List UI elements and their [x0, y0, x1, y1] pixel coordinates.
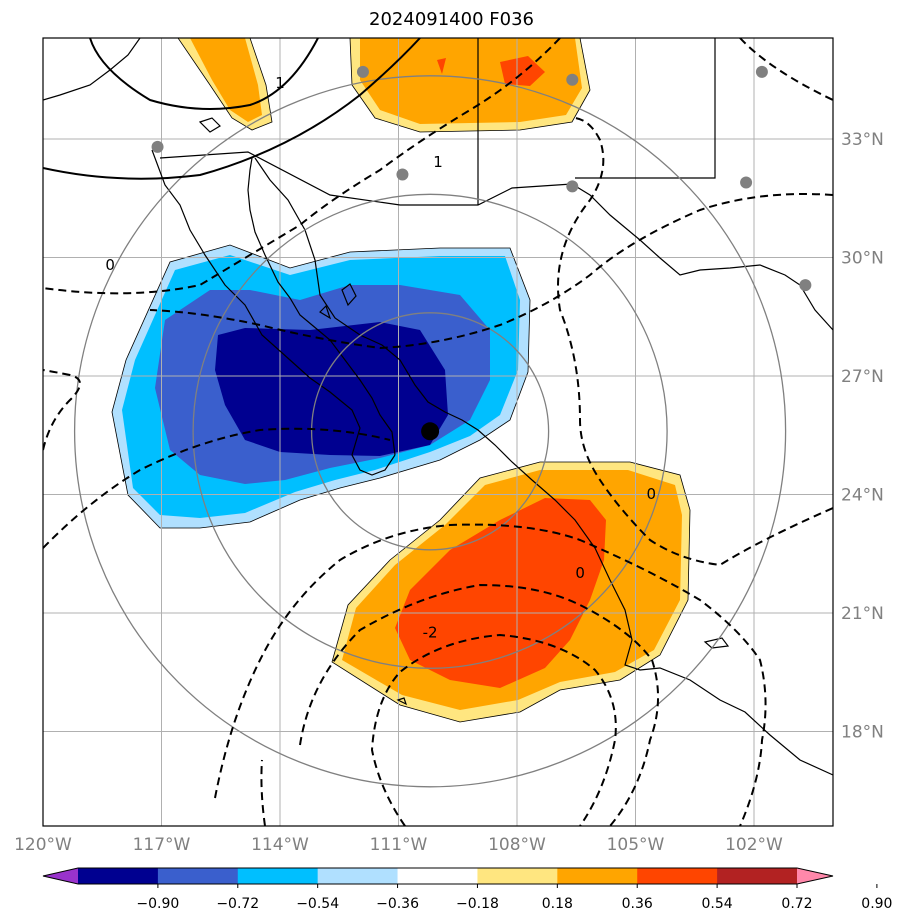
contour-dash-8 [299, 583, 659, 826]
colorbar-tick-label: −0.18 [456, 896, 499, 912]
contour-dash-4 [43, 369, 81, 451]
lat-tick-label: 33°N [841, 130, 884, 150]
contour-dash-5 [43, 427, 391, 549]
contour-label: 1 [275, 74, 285, 92]
fill-pos-se-inner [395, 498, 606, 688]
colorbar-tick-label: −0.90 [136, 896, 179, 912]
contour-solid-1 [43, 38, 421, 180]
lat-tick-labels: 33°N 30°N 27°N 24°N 21°N 18°N [841, 130, 884, 743]
colorbar-extend-low [43, 868, 78, 884]
lat-tick-label: 30°N [841, 249, 884, 269]
contour-dash-2 [739, 38, 833, 101]
station-marker [740, 176, 753, 189]
colorbar-tick-label: 0.36 [622, 896, 653, 912]
contour-dash-10 [260, 759, 266, 826]
lon-tick-labels: 120°W 117°W 114°W 111°W 108°W 105°W 102°W [14, 835, 783, 855]
range-ring [310, 312, 550, 551]
colorbar-tick-label: −0.36 [376, 896, 419, 912]
colorbar-segment [717, 868, 798, 884]
lon-tick-label: 114°W [251, 835, 309, 855]
station-marker [151, 140, 164, 153]
lon-tick-label: 108°W [488, 835, 546, 855]
contour-solid-2 [89, 38, 319, 110]
lon-tick-label: 117°W [133, 835, 191, 855]
fill-pos-n-inner2 [437, 58, 446, 74]
lat-tick-label: 21°N [841, 604, 884, 624]
map-frame [42, 37, 834, 827]
contour-label: 0 [105, 256, 115, 274]
contour-dash-6 [557, 117, 833, 567]
contour-label: -2 [423, 623, 438, 641]
station-marker [396, 168, 409, 181]
station-marker [755, 65, 768, 78]
state-border-2 [575, 38, 716, 179]
fill-pos-n-mid [360, 38, 582, 124]
colorbar-segment [157, 868, 239, 884]
colorbar-tick-label: 0.90 [861, 896, 892, 912]
baja-east-coast [247, 157, 396, 456]
colorbar-segment [557, 868, 638, 884]
colorbar-tick-labels: −0.90 −0.72 −0.54 −0.36 −0.18 0.18 0.36 0.54 0.7… [136, 884, 892, 912]
colorbar-segment [78, 868, 159, 884]
range-rings [73, 75, 787, 788]
contour-dash-3 [149, 193, 833, 350]
colorbar-segment [637, 868, 718, 884]
colorbar-segment [397, 868, 478, 884]
lat-tick-label: 27°N [841, 367, 884, 387]
fill-pos-n-inner [500, 56, 545, 86]
contours [43, 38, 833, 826]
contour-label: 0 [647, 485, 657, 503]
colorbar-tick-label: −0.72 [216, 896, 259, 912]
colorbar-tick-label: 0.72 [781, 896, 812, 912]
contour-dash-1 [43, 38, 561, 295]
lat-tick-label: 18°N [841, 723, 884, 743]
lon-tick-label: 120°W [14, 835, 72, 855]
gulf-island-2 [319, 304, 332, 320]
california-coast [43, 38, 141, 101]
socorro [396, 697, 408, 706]
fill-neg-inner [215, 322, 448, 456]
contour-labels: 1 1 0 0 0 -2 [105, 74, 656, 641]
station-markers [151, 65, 812, 292]
maz-island [703, 637, 730, 649]
lon-tick-label: 111°W [370, 835, 428, 855]
station-marker [566, 73, 579, 86]
nw-island [198, 117, 221, 133]
colorbar-segment [477, 868, 558, 884]
lon-tick-label: 105°W [607, 835, 665, 855]
station-marker [356, 65, 369, 78]
center-marker [421, 422, 440, 441]
contour-label: 1 [433, 153, 443, 171]
colorbar-segment [237, 868, 319, 884]
station-marker [799, 279, 812, 292]
contour-label: 0 [575, 564, 585, 582]
range-ring [192, 193, 668, 669]
lon-tick-label: 102°W [725, 835, 783, 855]
gulf-island-1 [341, 283, 357, 307]
colorbar-tick-label: −0.54 [296, 896, 339, 912]
contour-dash-7 [214, 523, 767, 826]
us-mexico-border [159, 151, 573, 206]
range-ring [73, 75, 787, 788]
colorbar-extend-high [797, 868, 833, 884]
colorbar-tick-label: 0.54 [702, 896, 733, 912]
lat-tick-label: 24°N [841, 486, 884, 506]
colorbar [42, 867, 834, 885]
colorbar-outline [42, 867, 834, 885]
station-marker [566, 180, 579, 193]
fill-pos-nw-inner [190, 38, 262, 122]
colorbar-tick-label: 0.18 [542, 896, 573, 912]
contour-dash-9 [370, 633, 617, 826]
map-title: 2024091400 F036 [369, 9, 534, 30]
baja-west-coast [151, 149, 396, 476]
colorbar-segment [317, 868, 399, 884]
mainland-coast [254, 157, 833, 776]
